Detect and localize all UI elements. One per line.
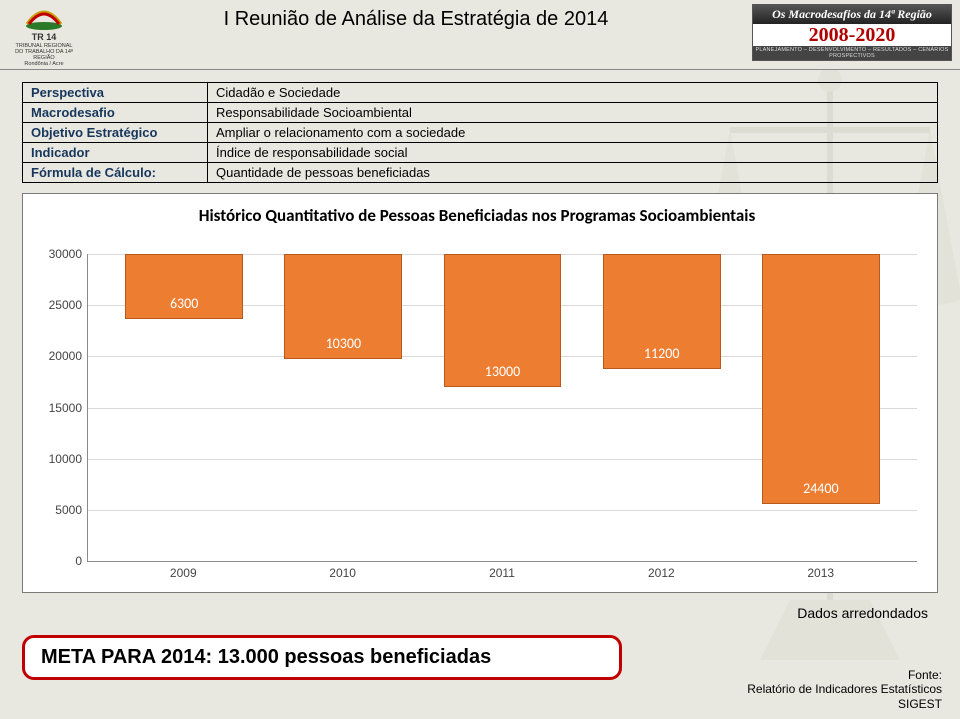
info-key: Objetivo Estratégico bbox=[23, 123, 208, 143]
y-tick-label: 15000 bbox=[49, 401, 88, 415]
bar-value-label: 13000 bbox=[485, 363, 520, 380]
info-table: PerspectivaCidadão e SociedadeMacrodesaf… bbox=[22, 82, 938, 183]
x-tick-label: 2009 bbox=[104, 566, 263, 580]
chart-bar: 10300 bbox=[284, 254, 402, 359]
info-value: Responsabilidade Socioambiental bbox=[208, 103, 938, 123]
y-tick-label: 30000 bbox=[49, 247, 88, 261]
y-tick-label: 10000 bbox=[49, 452, 88, 466]
chart-plot: 0500010000150002000025000300006300103001… bbox=[87, 254, 917, 562]
chart-bar: 11200 bbox=[603, 254, 721, 369]
chart-bar: 24400 bbox=[762, 254, 880, 504]
page-header: TR 14 TRIBUNAL REGIONAL DO TRABALHO DA 1… bbox=[0, 0, 960, 70]
chart-bar: 6300 bbox=[125, 254, 243, 318]
info-key: Fórmula de Cálculo: bbox=[23, 163, 208, 183]
logo-line3: Rondônia / Acre bbox=[8, 61, 80, 67]
bar-value-label: 6300 bbox=[170, 295, 198, 312]
org-logo: TR 14 TRIBUNAL REGIONAL DO TRABALHO DA 1… bbox=[8, 4, 80, 67]
y-tick-label: 5000 bbox=[55, 503, 88, 517]
source-citation: Fonte: Relatório de Indicadores Estatíst… bbox=[747, 668, 942, 711]
table-row: IndicadorÍndice de responsabilidade soci… bbox=[23, 143, 938, 163]
meta-target-box: META PARA 2014: 13.000 pessoas beneficia… bbox=[22, 635, 622, 680]
rounding-note: Dados arredondados bbox=[22, 605, 938, 621]
source-line1: Fonte: bbox=[747, 668, 942, 682]
page-title: I Reunião de Análise da Estratégia de 20… bbox=[80, 4, 752, 31]
period-badge: Os Macrodesafios da 14ª Região 2008-2020… bbox=[752, 4, 952, 61]
y-tick-label: 25000 bbox=[49, 298, 88, 312]
chart-container: Histórico Quantitativo de Pessoas Benefi… bbox=[22, 193, 938, 593]
info-value: Ampliar o relacionamento com a sociedade bbox=[208, 123, 938, 143]
table-row: Fórmula de Cálculo:Quantidade de pessoas… bbox=[23, 163, 938, 183]
info-value: Índice de responsabilidade social bbox=[208, 143, 938, 163]
logo-line2: DO TRABALHO DA 14ª REGIÃO bbox=[8, 49, 80, 61]
info-key: Indicador bbox=[23, 143, 208, 163]
badge-years: 2008-2020 bbox=[753, 24, 951, 46]
info-key: Perspectiva bbox=[23, 83, 208, 103]
badge-subtitle: PLANEJAMENTO – DESENVOLVIMENTO – RESULTA… bbox=[753, 46, 951, 60]
x-tick-label: 2010 bbox=[263, 566, 422, 580]
bar-value-label: 24400 bbox=[803, 480, 838, 497]
source-line2: Relatório de Indicadores Estatísticos bbox=[747, 682, 942, 696]
info-value: Quantidade de pessoas beneficiadas bbox=[208, 163, 938, 183]
info-key: Macrodesafio bbox=[23, 103, 208, 123]
x-tick-label: 2013 bbox=[741, 566, 900, 580]
info-value: Cidadão e Sociedade bbox=[208, 83, 938, 103]
chart-bar: 13000 bbox=[444, 254, 562, 387]
table-row: PerspectivaCidadão e Sociedade bbox=[23, 83, 938, 103]
badge-top: Os Macrodesafios da 14ª Região bbox=[753, 5, 951, 24]
x-tick-label: 2012 bbox=[582, 566, 741, 580]
chart-title: Histórico Quantitativo de Pessoas Benefi… bbox=[31, 202, 923, 232]
table-row: MacrodesafioResponsabilidade Socioambien… bbox=[23, 103, 938, 123]
logo-icon bbox=[21, 4, 67, 32]
bar-value-label: 10300 bbox=[326, 335, 361, 352]
logo-abbrev: TR 14 bbox=[8, 33, 80, 43]
source-line3: SIGEST bbox=[747, 697, 942, 711]
y-tick-label: 20000 bbox=[49, 349, 88, 363]
x-tick-label: 2011 bbox=[422, 566, 581, 580]
bar-value-label: 11200 bbox=[644, 345, 679, 362]
table-row: Objetivo EstratégicoAmpliar o relacionam… bbox=[23, 123, 938, 143]
